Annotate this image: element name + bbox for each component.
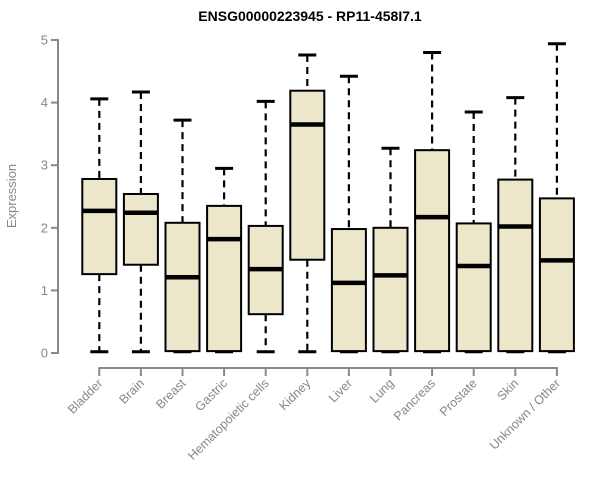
box-rect (455, 222, 492, 353)
y-tick-label: 2 (41, 220, 48, 235)
box-group-bladder (81, 97, 118, 354)
x-category-label-hematopoietic-cells: Hematopoietic cells (185, 376, 272, 463)
y-tick-label: 3 (41, 158, 48, 173)
box-group-hematopoietic-cells (247, 99, 284, 354)
y-tick-label: 5 (41, 33, 48, 48)
x-category-label-gastric: Gastric (192, 376, 230, 414)
box-group-skin (497, 96, 534, 354)
box-rect (164, 221, 201, 353)
y-tick-label: 4 (41, 95, 48, 110)
box-group-kidney (289, 53, 326, 354)
box-rect (372, 226, 409, 353)
boxes-layer (81, 42, 575, 354)
box-group-brain (122, 90, 159, 354)
y-tick-label: 0 (41, 346, 48, 361)
x-category-label-pancreas: Pancreas (391, 376, 438, 423)
box-rect (497, 178, 534, 353)
x-category-label-brain: Brain (116, 376, 147, 407)
x-category-label-liver: Liver (326, 376, 355, 405)
box-group-lung (372, 146, 409, 354)
y-axis-title: Expression (4, 164, 19, 228)
box-rect (289, 89, 326, 261)
box-rect (414, 149, 451, 353)
box-rect (330, 228, 367, 353)
y-tick-label: 1 (41, 283, 48, 298)
x-category-label-kidney: Kidney (276, 376, 313, 413)
x-category-label-bladder: Bladder (65, 376, 105, 416)
box-group-breast (164, 118, 201, 354)
x-category-label-unknown-other: Unknown / Other (487, 376, 563, 452)
box-rect (122, 192, 159, 266)
box-group-liver (330, 74, 367, 354)
box-group-pancreas (414, 51, 451, 354)
chart-title: ENSG00000223945 - RP11-458I7.1 (198, 8, 422, 24)
y-axis: 0 1 2 3 4 5 (41, 33, 59, 361)
box-rect (538, 197, 575, 353)
box-group-gastric (206, 166, 243, 354)
box-group-unknown-other (538, 42, 575, 354)
x-category-label-breast: Breast (153, 376, 189, 412)
box-rect (206, 204, 243, 353)
x-category-label-skin: Skin (494, 376, 521, 403)
x-category-label-prostate: Prostate (437, 376, 480, 419)
box-rect (81, 177, 118, 276)
x-category-label-lung: Lung (367, 376, 397, 406)
box-group-prostate (455, 110, 492, 354)
